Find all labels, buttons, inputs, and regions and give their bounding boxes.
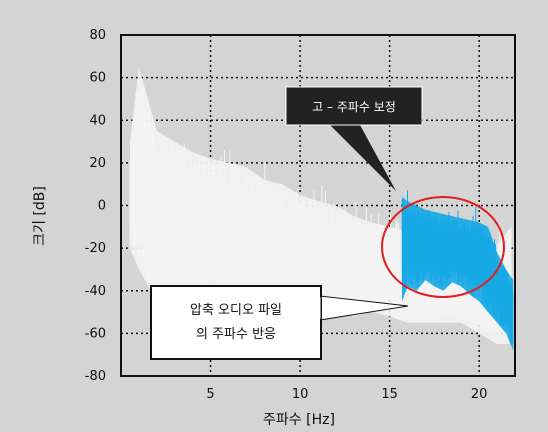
callout-response-line-2: 의 주파수 반응	[196, 327, 276, 342]
y-tick-label: -40	[85, 284, 106, 299]
y-tick-label: 40	[89, 113, 106, 128]
callout-correction: 고 – 주파수 보정	[285, 86, 423, 191]
callout-response-box	[150, 285, 322, 360]
tick-layer: 80 60 40 20 0 -20 -40 -60 -80 5 10 15 20	[85, 28, 488, 402]
y-tick-label: -20	[85, 241, 106, 256]
y-tick-label: -80	[85, 369, 106, 384]
x-tick-label: 15	[381, 387, 398, 402]
callout-response: 압축 오디오 파일 의 주파수 반응	[150, 285, 409, 360]
series-layer	[129, 66, 514, 351]
x-tick-label: 20	[471, 387, 488, 402]
callout-correction-pointer	[330, 125, 396, 191]
y-tick-label: 80	[89, 28, 106, 43]
y-tick-label: 60	[89, 71, 106, 86]
series-1	[401, 190, 514, 351]
callout-correction-box	[285, 86, 423, 126]
y-tick-label: 0	[98, 199, 106, 214]
y-axis-label: 크기 [dB]	[32, 186, 48, 246]
callout-correction-text: 고 – 주파수 보정	[312, 100, 396, 114]
callout-response-line-1: 압축 오디오 파일	[190, 303, 282, 318]
plot-frame	[120, 34, 516, 377]
highlight-ellipse	[381, 196, 505, 298]
x-tick-label: 5	[206, 387, 214, 402]
series-noise	[401, 190, 514, 345]
y-tick-label: 20	[89, 156, 106, 171]
x-axis-label: 주파수 [Hz]	[263, 412, 335, 428]
y-tick-label: -60	[85, 326, 106, 341]
x-tick-label: 10	[292, 387, 309, 402]
